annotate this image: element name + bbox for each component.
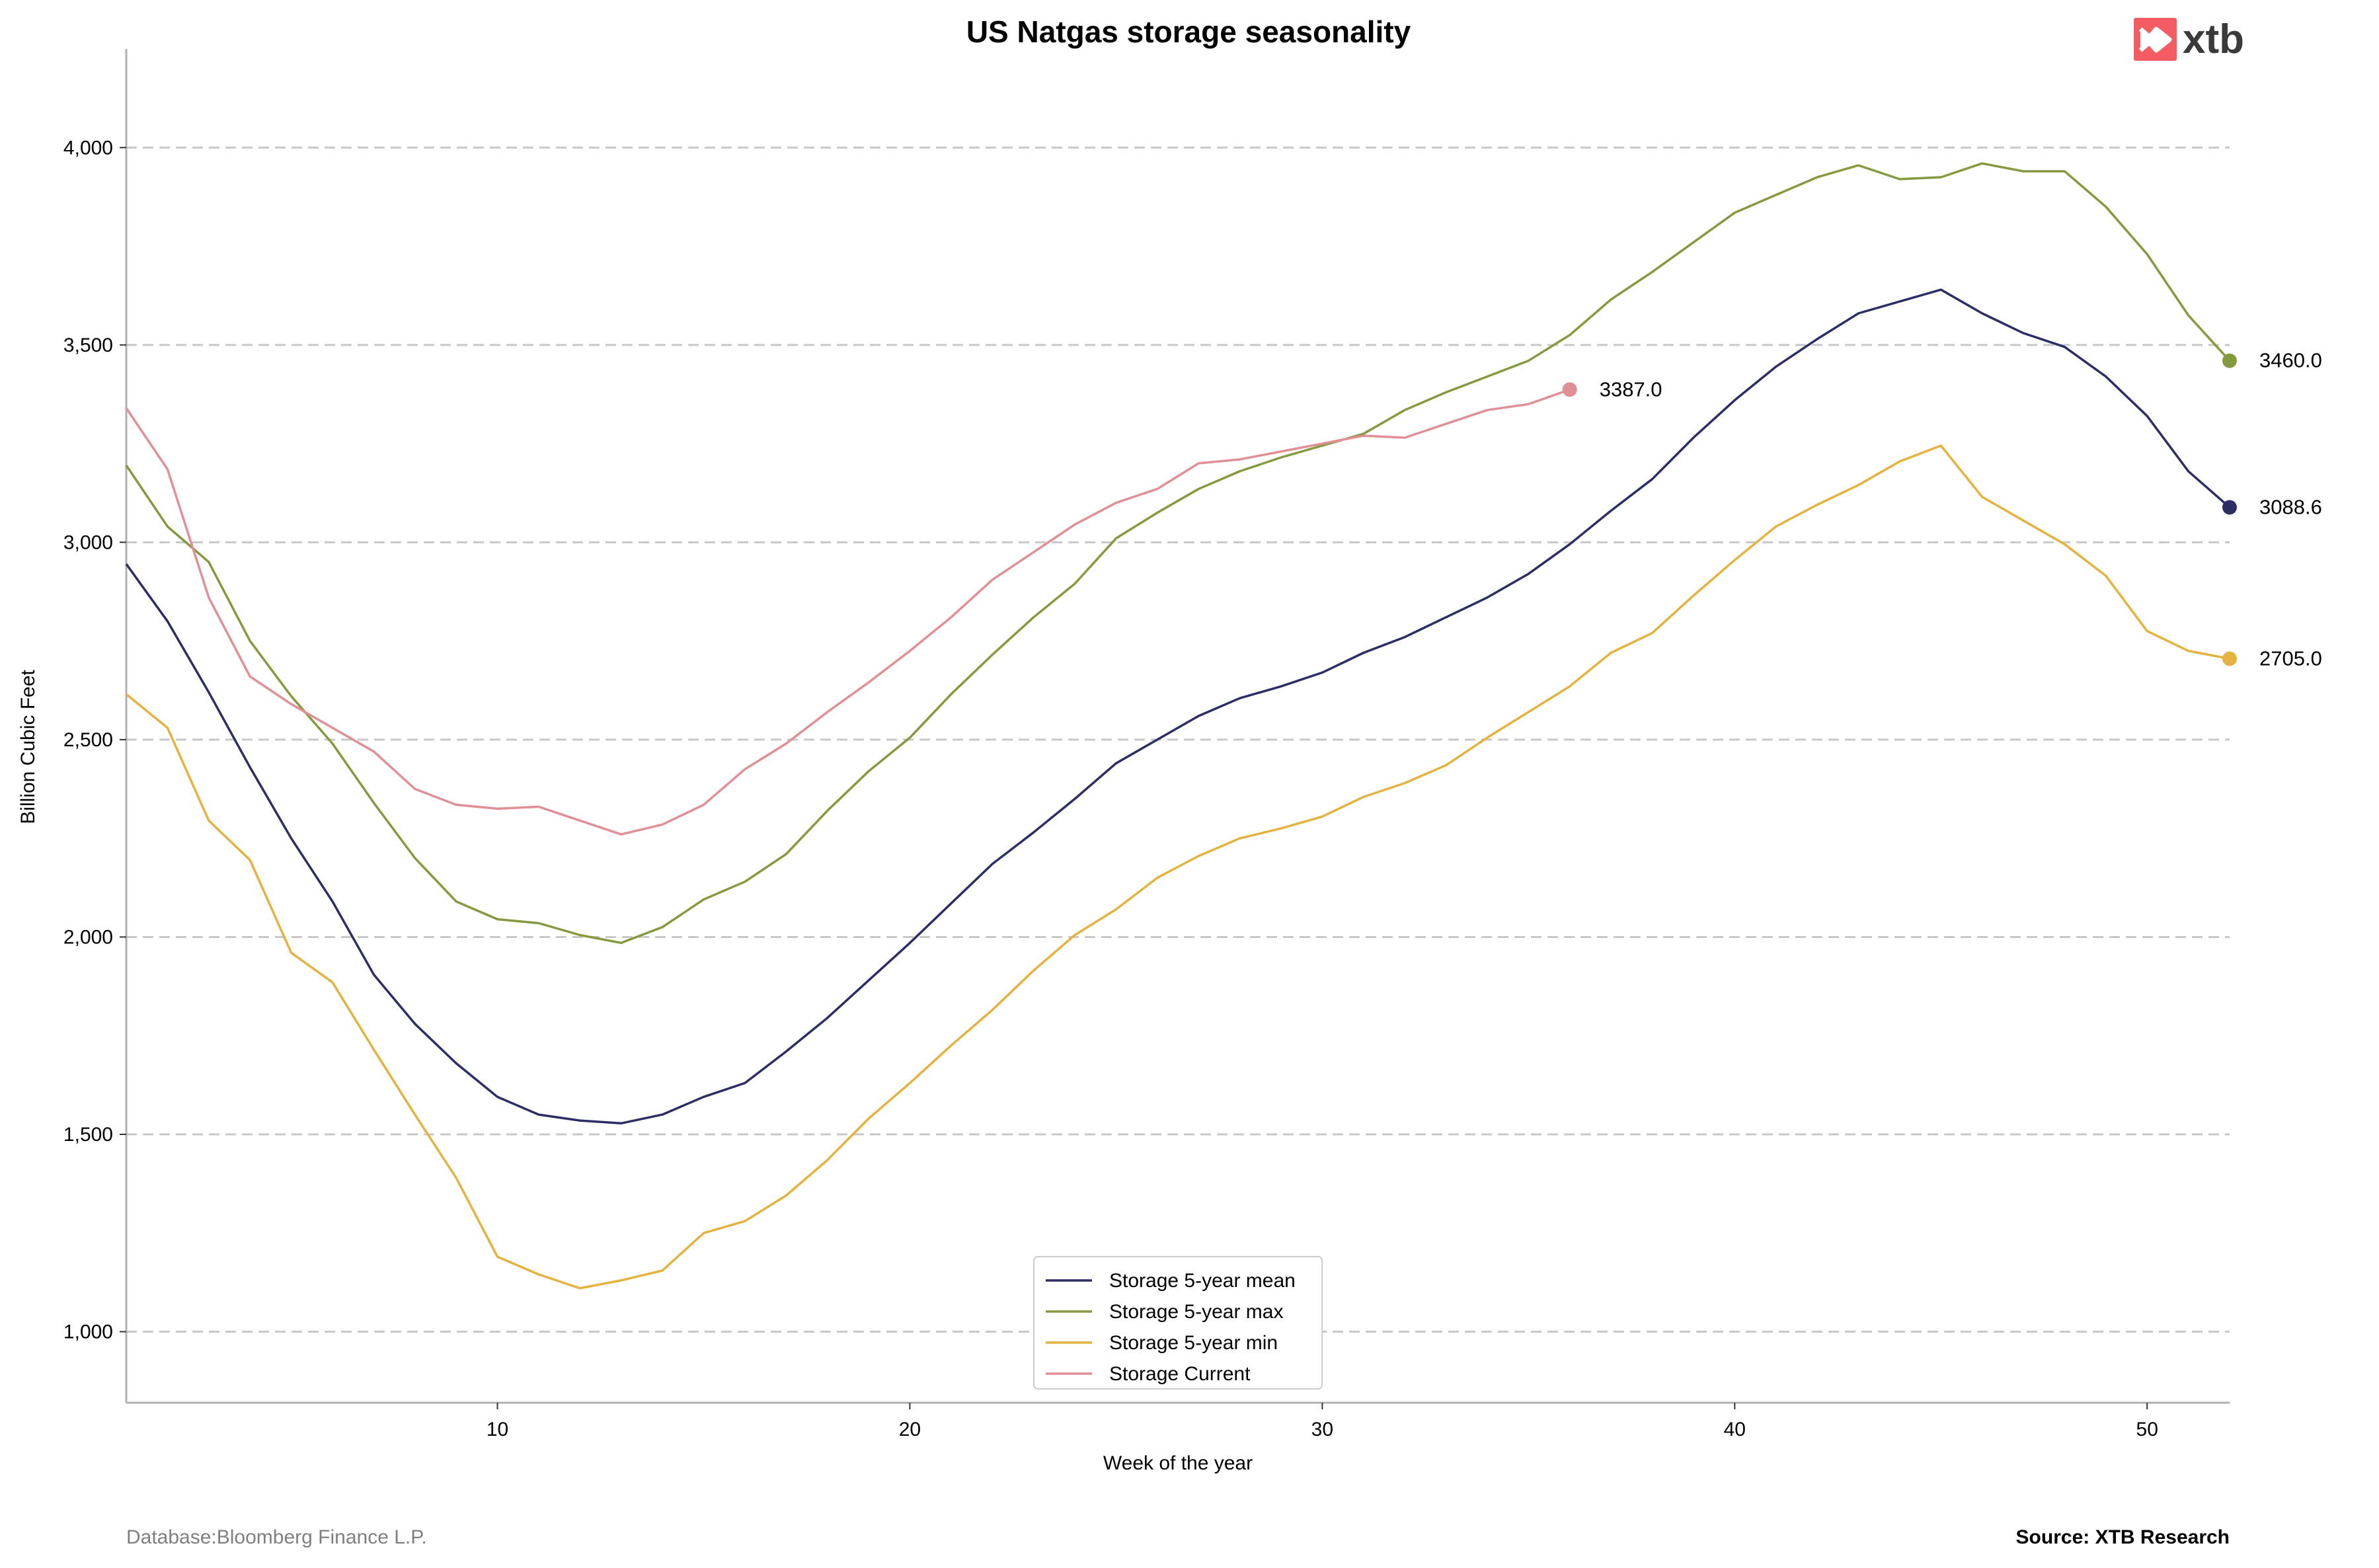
series-end-label-storage-current: 3387.0 <box>1600 377 1662 401</box>
series-end-label-storage-5-year-min: 2705.0 <box>2259 647 2322 670</box>
y-tick-label: 2,000 <box>63 926 113 948</box>
x-tick-label: 10 <box>487 1419 508 1440</box>
xtb-logo-text: xtb <box>2183 17 2244 62</box>
legend-label-storage-5-year-max: Storage 5-year max <box>1109 1301 1283 1323</box>
legend-box <box>1033 1256 1323 1390</box>
y-tick-label: 1,000 <box>63 1321 113 1343</box>
series-end-point-storage-5-year-min <box>2222 651 2237 666</box>
series-end-point-storage-5-year-mean <box>2222 500 2237 515</box>
x-tick-label: 30 <box>1311 1419 1333 1440</box>
x-ticks: 10 20 30 40 50 <box>487 1403 2158 1440</box>
x-tick-label: 20 <box>899 1419 921 1440</box>
series-layer: 3088.6 3460.0 2705.0 3387.0 <box>125 162 2322 1290</box>
series-line-storage-5-year-max <box>125 162 2231 945</box>
x-axis-label: Week of the year <box>1103 1452 1253 1474</box>
series-end-label-storage-5-year-max: 3460.0 <box>2259 349 2322 372</box>
series-line-storage-5-year-min <box>125 444 2230 1290</box>
series-end-label-storage-5-year-mean: 3088.6 <box>2259 495 2322 518</box>
legend-label-storage-5-year-min: Storage 5-year min <box>1109 1332 1278 1354</box>
series-end-point-storage-5-year-max <box>2222 353 2237 368</box>
y-tick-label: 1,500 <box>63 1124 113 1146</box>
series-end-point-storage-current <box>1562 382 1577 397</box>
axes <box>125 49 2230 1404</box>
legend: Storage 5-year mean Storage 5-year max Sto… <box>1033 1256 1323 1390</box>
y-ticks: 1,000 1,500 2,000 2,500 3,000 3,500 4,000 <box>63 137 126 1343</box>
y-tick-label: 3,000 <box>63 531 113 553</box>
footer-database: Database:Bloomberg Finance L.P. <box>126 1526 427 1548</box>
legend-label-storage-current: Storage Current <box>1109 1363 1251 1385</box>
x-tick-label: 50 <box>2136 1419 2158 1440</box>
footer-source: Source: XTB Research <box>2016 1526 2230 1548</box>
x-tick-label: 40 <box>1724 1419 1746 1440</box>
chart-title: US Natgas storage seasonality <box>966 15 1411 49</box>
y-tick-label: 2,500 <box>63 729 113 751</box>
y-tick-label: 3,500 <box>63 334 113 356</box>
legend-label-storage-5-year-mean: Storage 5-year mean <box>1109 1270 1296 1292</box>
xtb-logo-x-icon <box>2138 26 2172 53</box>
series-line-storage-current <box>125 388 1571 836</box>
xtb-logo: xtb <box>2134 17 2244 62</box>
y-axis-label: Billion Cubic Feet <box>17 670 39 824</box>
series-line-storage-5-year-mean <box>125 288 2231 1125</box>
y-tick-label: 4,000 <box>63 137 113 159</box>
